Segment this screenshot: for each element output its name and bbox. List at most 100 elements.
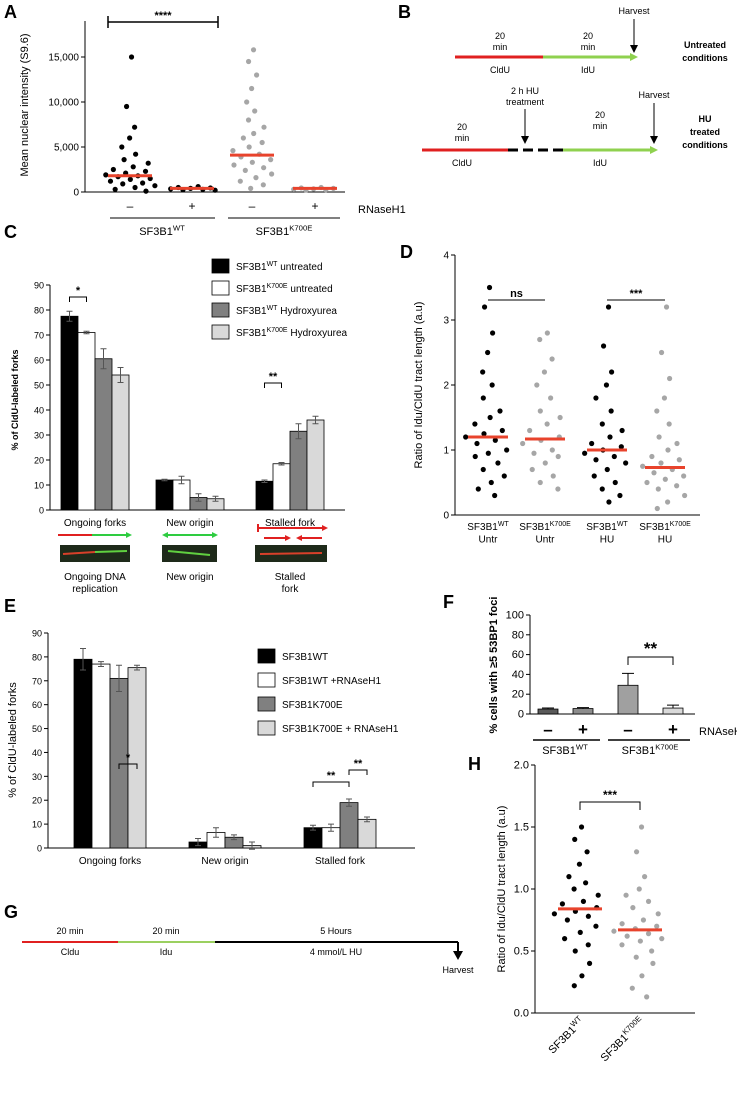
data-point bbox=[645, 931, 652, 937]
legend-label-part: SF3B1 bbox=[236, 328, 267, 339]
data-point bbox=[231, 162, 237, 168]
data-point bbox=[663, 304, 670, 310]
data-point bbox=[644, 994, 650, 1000]
time: min bbox=[581, 42, 596, 52]
data-point bbox=[644, 479, 650, 486]
data-point bbox=[583, 880, 589, 886]
fiber-images bbox=[58, 524, 328, 562]
y-tick-label: 1.5 bbox=[514, 822, 529, 834]
error-bar bbox=[98, 661, 104, 667]
data-point bbox=[244, 99, 250, 105]
group-label-part: HU bbox=[600, 535, 614, 546]
error-bar bbox=[195, 837, 201, 847]
data-point bbox=[492, 437, 498, 443]
data-point bbox=[485, 349, 491, 356]
data-point bbox=[127, 176, 133, 182]
error-bar bbox=[312, 415, 319, 425]
data-point bbox=[619, 921, 625, 927]
data-point bbox=[665, 499, 671, 505]
x-tick-label: – bbox=[623, 720, 632, 739]
data-point bbox=[480, 369, 486, 375]
group-label: SF3B1WT bbox=[545, 1014, 588, 1057]
y-tick-label: 1.0 bbox=[514, 884, 529, 896]
data-point bbox=[655, 911, 661, 917]
legend-swatch bbox=[211, 258, 230, 274]
legend-label: SF3B1K700E bbox=[282, 700, 343, 711]
error-bar bbox=[364, 816, 370, 823]
significance: *** bbox=[603, 788, 617, 802]
data-point bbox=[624, 933, 630, 939]
data-point bbox=[249, 159, 255, 165]
legend-label: SF3B1WT untreated bbox=[236, 261, 323, 273]
harvest: Harvest bbox=[442, 965, 474, 975]
error-bar bbox=[249, 841, 255, 850]
data-point bbox=[633, 954, 639, 960]
error-bar bbox=[622, 672, 634, 686]
y-tick-label: 5,000 bbox=[54, 143, 79, 154]
data-point bbox=[595, 892, 601, 898]
legend-label: SF3B1WT Hydroxyurea bbox=[236, 305, 337, 317]
y-axis-label: Ratio of Idu/CldU tract length (a.u) bbox=[413, 302, 425, 469]
data-point bbox=[667, 375, 673, 382]
data-point bbox=[617, 492, 623, 499]
error-bar bbox=[667, 704, 679, 709]
arrowhead bbox=[630, 53, 638, 61]
legend-swatch bbox=[211, 302, 230, 318]
data-point bbox=[490, 330, 496, 336]
significance-bracket bbox=[312, 781, 350, 787]
data-point bbox=[152, 183, 158, 189]
time: 20 bbox=[457, 122, 467, 132]
data-point bbox=[555, 486, 561, 492]
sign: – bbox=[249, 199, 256, 213]
x-tick-label: New origin bbox=[201, 856, 248, 867]
data-point bbox=[472, 421, 478, 427]
data-point bbox=[572, 836, 578, 843]
data-point bbox=[576, 861, 583, 867]
x-tick-label: Stalled fork bbox=[265, 518, 316, 529]
legend-label: SF3B1K700E untreated bbox=[236, 283, 333, 295]
data-point bbox=[481, 431, 487, 437]
data-point bbox=[260, 182, 266, 188]
bar bbox=[537, 708, 559, 715]
data-point bbox=[143, 188, 149, 194]
sign: + bbox=[188, 199, 195, 213]
data-point bbox=[142, 168, 149, 174]
y-tick-label: 1 bbox=[443, 446, 449, 457]
legend-swatch bbox=[257, 672, 276, 688]
diagram-b: 20 min CldU 20 min IdU Harvest Untreated… bbox=[422, 6, 728, 168]
significance: * bbox=[126, 752, 131, 764]
data-point bbox=[145, 160, 151, 166]
data-point bbox=[564, 917, 570, 923]
data-point bbox=[611, 453, 617, 460]
fiber bbox=[94, 550, 128, 553]
legend-label-part: untreated bbox=[288, 284, 333, 295]
data-point bbox=[619, 942, 625, 948]
data-point bbox=[599, 486, 605, 492]
y-tick-label: 0 bbox=[443, 511, 449, 522]
time: 20 bbox=[583, 31, 593, 41]
condition: treated bbox=[690, 127, 720, 137]
data-point bbox=[603, 382, 610, 388]
data-point bbox=[608, 408, 614, 414]
legend-swatch bbox=[257, 720, 276, 736]
panel-label: H bbox=[468, 754, 481, 774]
group-label-part: SF3B1 bbox=[519, 522, 550, 533]
x-tick-label: Ongoing forks bbox=[79, 856, 141, 867]
data-point bbox=[611, 928, 617, 934]
y-tick-label: 80 bbox=[512, 629, 524, 641]
data-point bbox=[541, 369, 548, 375]
step-label: IdU bbox=[581, 65, 595, 75]
error-bar bbox=[310, 824, 316, 831]
error-bar bbox=[134, 664, 140, 671]
y-tick-label: 20 bbox=[32, 796, 42, 806]
legend-swatch bbox=[211, 280, 230, 296]
y-axis-label: % of CldU-labeled forks bbox=[7, 682, 19, 798]
legend-label-part: WT bbox=[267, 261, 279, 268]
legend-swatch bbox=[211, 324, 230, 340]
x-tick-label: New origin bbox=[166, 518, 213, 529]
data-point bbox=[123, 103, 130, 110]
data-point bbox=[548, 395, 554, 401]
y-tick-label: 60 bbox=[34, 356, 44, 366]
data-point bbox=[681, 473, 687, 479]
